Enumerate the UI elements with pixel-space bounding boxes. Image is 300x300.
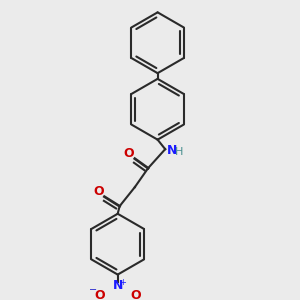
Text: N: N xyxy=(112,280,123,292)
Text: O: O xyxy=(94,289,105,300)
Text: +: + xyxy=(119,278,126,287)
Text: O: O xyxy=(93,185,104,198)
Text: O: O xyxy=(130,289,141,300)
Text: O: O xyxy=(124,147,134,161)
Text: N: N xyxy=(167,144,178,157)
Text: H: H xyxy=(175,147,183,157)
Text: −: − xyxy=(89,285,97,295)
